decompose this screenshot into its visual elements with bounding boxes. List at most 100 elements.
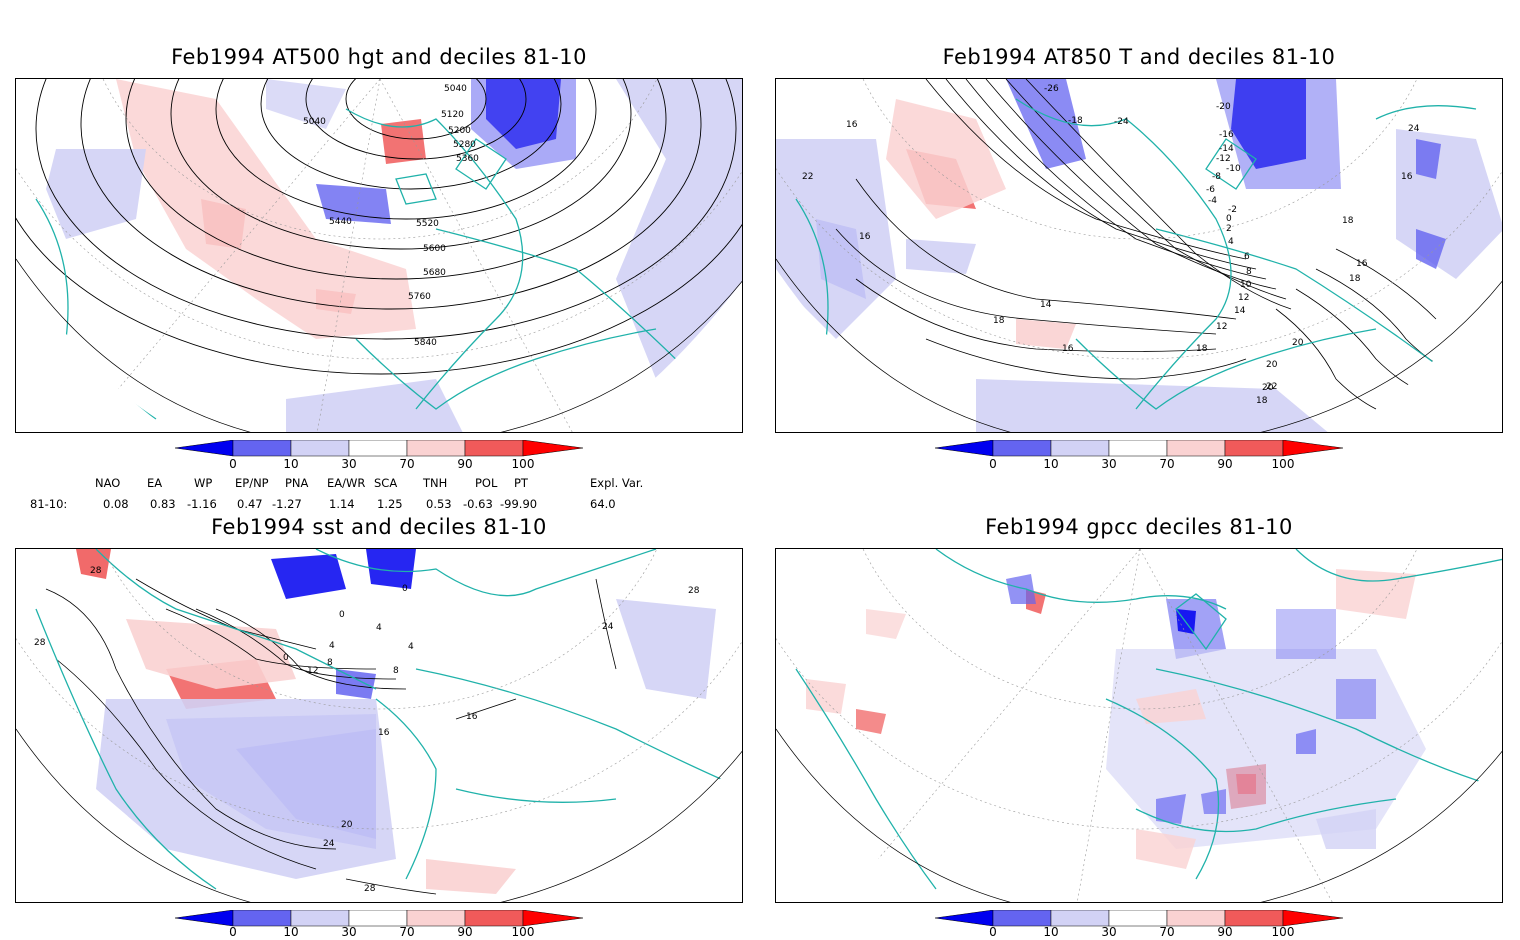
panel-title-z500: Feb1994 AT500 hgt and deciles 81-10 — [171, 45, 587, 69]
index-value: 0.83 — [150, 497, 176, 511]
contour-label: 22 — [802, 172, 813, 182]
contour-label: 5200 — [448, 126, 471, 136]
contour-label: 5120 — [441, 110, 464, 120]
map-sst: 28 28 28 24 24 20 16 16 12 8 4 0 0 4 8 0… — [16, 549, 742, 902]
colorbar-tick: 0 — [229, 457, 237, 471]
contour-label: 24 — [323, 839, 335, 849]
contour-label: 4 — [376, 623, 382, 633]
contour-label: 16 — [1401, 172, 1413, 182]
colorbar-tick: 100 — [511, 925, 535, 939]
contour-label: 28 — [364, 884, 376, 894]
map-z500: 5040 5040 5120 5200 5280 5360 5440 5520 … — [16, 79, 742, 432]
colorbar-tick: 70 — [1159, 457, 1175, 471]
colorbar-t850: 0 10 30 70 90 100 — [934, 439, 1345, 474]
colorbar-tick: 0 — [989, 925, 997, 939]
colorbar-swatches — [174, 909, 584, 927]
map-panel-z500: 5040 5040 5120 5200 5280 5360 5440 5520 … — [15, 78, 743, 433]
contour-label: -18 — [1068, 116, 1083, 126]
contour-label: 10 — [1240, 280, 1252, 290]
contour-label: 4 — [1228, 237, 1234, 247]
contour-label: 28 — [34, 638, 46, 648]
colorbar-tick: 30 — [1101, 457, 1117, 471]
contour-label: 5360 — [456, 154, 479, 164]
colorbar-gpcc: 0 10 30 70 90 100 — [934, 909, 1345, 940]
contour-label: -4 — [1208, 196, 1217, 206]
contour-label: 8 — [393, 666, 399, 676]
colorbar-tick: 30 — [341, 457, 357, 471]
colorbar-tick: 100 — [511, 457, 535, 471]
index-value: -99.90 — [500, 497, 538, 511]
index-header: SCA — [374, 476, 398, 490]
colorbar-tick: 90 — [457, 457, 473, 471]
index-value: 0.08 — [103, 497, 129, 511]
colorbar-tick: 100 — [1271, 925, 1295, 939]
colorbar-tick: 90 — [1217, 457, 1233, 471]
contour-label: 0 — [402, 584, 408, 594]
contour-label: 5280 — [453, 140, 476, 150]
colorbar-tick: 0 — [989, 457, 997, 471]
colorbar-tick: 100 — [1271, 457, 1295, 471]
index-value: 0.47 — [237, 497, 263, 511]
contour-label: 5840 — [414, 338, 437, 348]
contour-label: -12 — [1216, 154, 1231, 164]
index-value: -0.63 — [463, 497, 493, 511]
contour-label: 5760 — [408, 292, 431, 302]
contour-label: -26 — [1044, 84, 1059, 94]
contour-label: 5040 — [303, 117, 326, 127]
contour-label: 20 — [1266, 360, 1278, 370]
colorbar-swatches — [934, 439, 1344, 457]
contour-label: 12 — [1216, 322, 1227, 332]
index-header: EA — [147, 476, 163, 490]
contour-label: 24 — [602, 622, 614, 632]
colorbar-tick: 10 — [1043, 457, 1059, 471]
contour-label: 18 — [1342, 216, 1354, 226]
contour-label: 14 — [1234, 306, 1246, 316]
contour-label: 0 — [283, 653, 289, 663]
panel-title-gpcc: Feb1994 gpcc deciles 81-10 — [985, 515, 1293, 539]
contour-label: -2 — [1228, 205, 1237, 215]
contour-label: 28 — [688, 586, 700, 596]
contour-label: 4 — [329, 641, 335, 651]
index-header: EP/NP — [235, 476, 269, 490]
colorbar-tick: 30 — [1101, 925, 1117, 939]
contour-label: 12 — [307, 666, 318, 676]
contour-label: -6 — [1206, 185, 1215, 195]
map-gpcc — [776, 549, 1502, 902]
index-value: -1.16 — [187, 497, 217, 511]
contour-label: -20 — [1216, 102, 1231, 112]
contour-label: 5520 — [416, 219, 439, 229]
contour-label: 16 — [859, 232, 871, 242]
contour-label: 24 — [1408, 124, 1420, 134]
index-value: 0.53 — [426, 497, 452, 511]
colorbar-tick: 30 — [341, 925, 357, 939]
index-value: 1.25 — [377, 497, 403, 511]
contour-label: 12 — [1238, 293, 1249, 303]
index-row-label: 81-10: — [30, 497, 68, 511]
contour-label: 18 — [1349, 274, 1361, 284]
colorbar-tick: 90 — [1217, 925, 1233, 939]
contour-label: 5440 — [329, 217, 352, 227]
contour-label: 28 — [90, 566, 102, 576]
contour-label: 16 — [846, 120, 858, 130]
contour-label: 16 — [378, 728, 390, 738]
contour-label: 2 — [1226, 224, 1232, 234]
contour-label: 6 — [1244, 252, 1250, 262]
colorbar-tick: 10 — [1043, 925, 1059, 939]
index-header: Expl. Var. — [590, 476, 644, 490]
contour-label: -14 — [1219, 144, 1234, 154]
panel-title-t850: Feb1994 AT850 T and deciles 81-10 — [942, 45, 1336, 69]
contour-label: 22 — [1266, 382, 1277, 392]
contour-label: 4 — [408, 642, 414, 652]
contour-label: 18 — [1196, 344, 1208, 354]
colorbar-z500: 0 10 30 70 90 100 — [174, 439, 585, 474]
contour-label: 18 — [1256, 396, 1268, 406]
index-value: -1.27 — [272, 497, 302, 511]
colorbar-sst: 0 10 30 70 90 100 — [174, 909, 585, 940]
colorbar-tick: 10 — [283, 925, 299, 939]
colorbar-swatches — [174, 439, 584, 457]
contour-label: -24 — [1114, 117, 1129, 127]
index-header: TNH — [423, 476, 448, 490]
index-header: PNA — [285, 476, 309, 490]
index-value: 64.0 — [590, 497, 616, 511]
index-header: NAO — [95, 476, 121, 490]
